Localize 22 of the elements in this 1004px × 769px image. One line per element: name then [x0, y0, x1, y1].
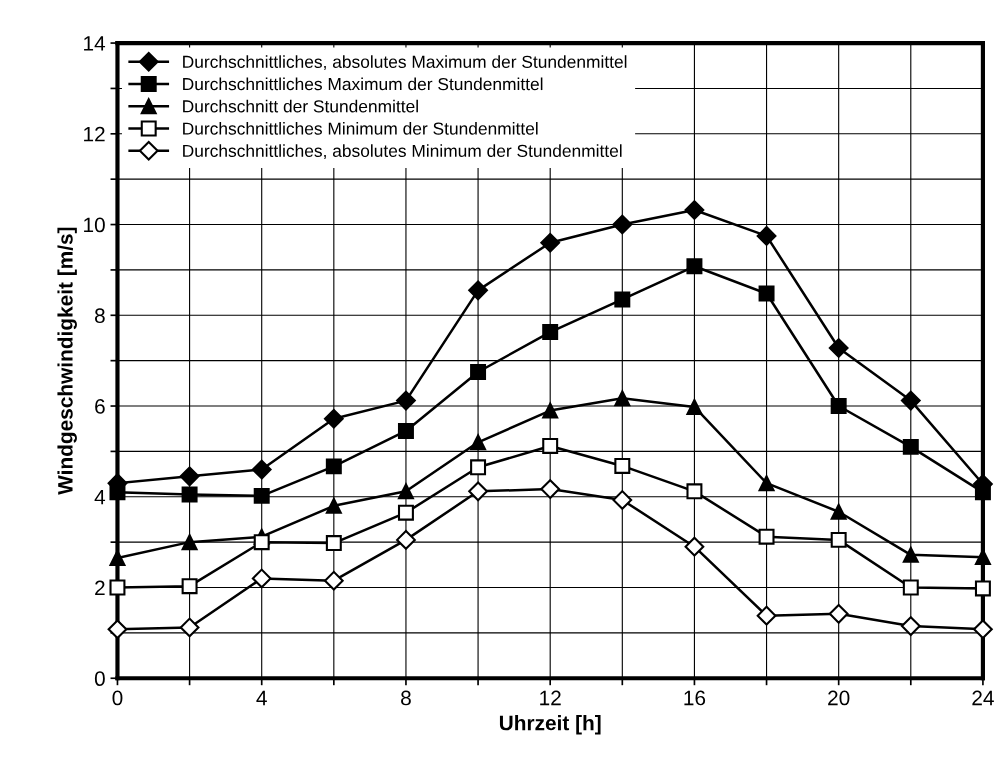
y-tick-label: 6 [95, 399, 105, 414]
legend-label: Durchschnitt der Stundenmittel [183, 99, 418, 113]
legend-label: Durchschnittliches, absolutes Minimum der Stundenmittel [183, 144, 622, 160]
x-tick-label: 4 [256, 690, 267, 706]
y-tick-label: 14 [84, 36, 106, 51]
x-tick-label: 0 [112, 690, 123, 706]
x-tick-label: 8 [401, 690, 411, 706]
y-axis-title: Windgeschwindigkeit [m/s] [57, 227, 77, 495]
y-tick-label: 8 [94, 308, 105, 324]
legend-label: Durchschnittliches Maximum der Stundenmittel [183, 77, 543, 91]
y-tick-label: 0 [94, 671, 105, 687]
x-tick-label: 16 [684, 690, 706, 706]
y-tick-label: 10 [84, 217, 105, 233]
legend-label: Durchschnittliches Minimum der Stundenmittel [183, 122, 538, 135]
x-tick-label: 24 [972, 690, 994, 706]
y-tick-label: 2 [95, 580, 105, 596]
x-tick-label: 12 [540, 690, 561, 706]
x-tick-label: 20 [828, 690, 850, 706]
y-tick-label: 4 [94, 489, 106, 505]
x-axis-title: Uhrzeit [h] [499, 715, 601, 735]
legend-label: Durchschnittliches, absolutes Maximum der Stundenmittel [183, 55, 627, 71]
y-tick-label: 12 [84, 126, 105, 142]
